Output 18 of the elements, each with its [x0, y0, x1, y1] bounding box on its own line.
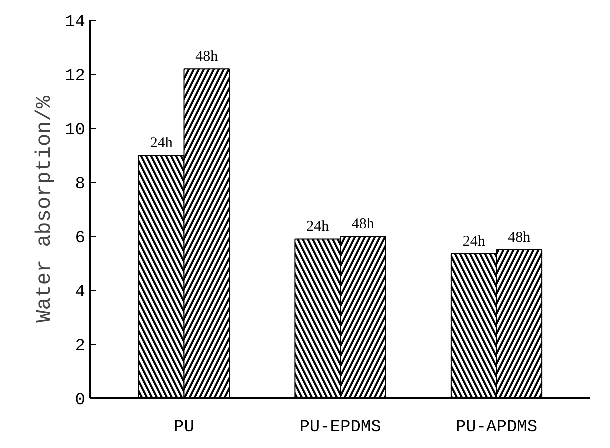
x-tick-label: PU [174, 418, 194, 438]
text: 24h [306, 219, 330, 236]
series-label: 48h [196, 49, 219, 66]
text: 48h [352, 216, 374, 232]
x-tick-label: PU-EPDMS [300, 418, 382, 438]
y-tick-label: 10 [65, 122, 86, 140]
y-axis-title: Water absorption/% [34, 96, 58, 323]
series-label: 24h [150, 136, 174, 152]
y-tick-label: 14 [65, 14, 86, 32]
x-tick-label: PU-APDMS [456, 418, 538, 438]
text: 48h [508, 230, 531, 246]
y-tick-label: 12 [65, 68, 86, 86]
y-tick-label: 4 [75, 284, 86, 302]
y-tick-label: 0 [75, 392, 86, 410]
y-tick-label: 2 [75, 338, 86, 356]
text: 24h [462, 234, 486, 250]
y-tick-label: 6 [75, 230, 86, 248]
y-tick-label: 8 [75, 176, 86, 194]
